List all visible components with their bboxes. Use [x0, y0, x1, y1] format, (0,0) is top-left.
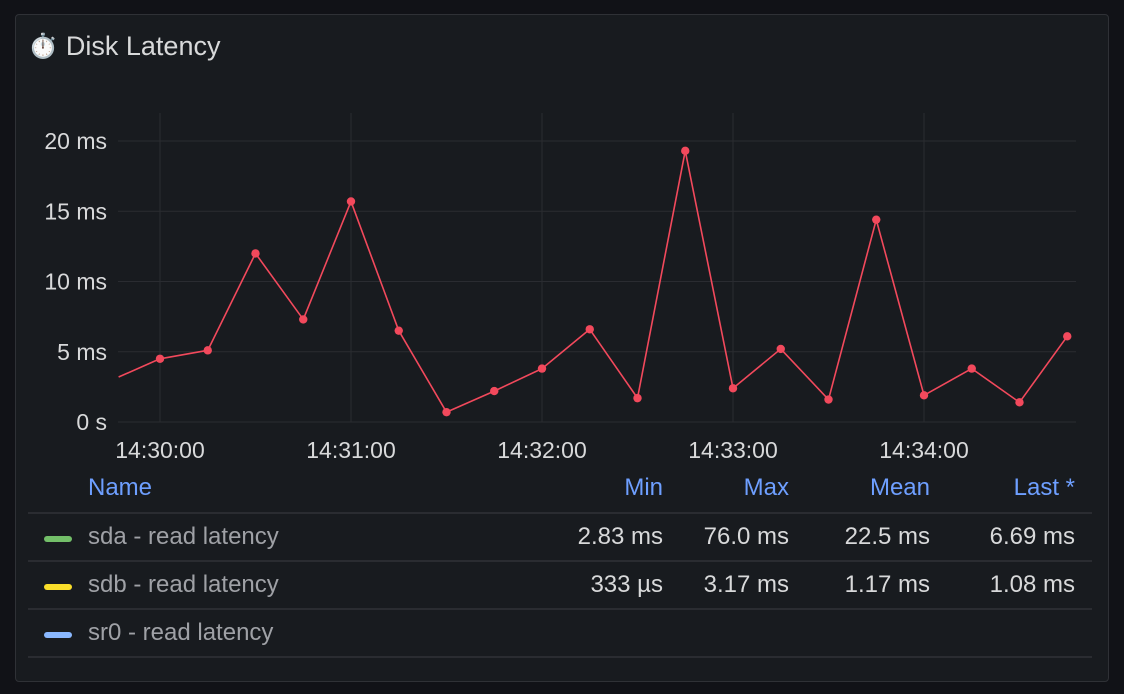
data-point	[872, 215, 881, 224]
legend-header: Name Min Max Mean Last *	[28, 472, 1092, 514]
legend-min-value: 2.83 ms	[577, 523, 663, 550]
data-point	[346, 197, 356, 206]
legend-header-last[interactable]: Last *	[1013, 474, 1075, 501]
data-point	[490, 386, 499, 396]
y-tick-label: 0 s	[76, 409, 107, 435]
data-point	[537, 364, 547, 373]
data-point	[919, 391, 929, 400]
series-color-swatch[interactable]	[44, 536, 72, 542]
y-tick-label: 10 ms	[44, 269, 107, 295]
data-point	[776, 344, 785, 354]
data-point	[299, 315, 308, 324]
legend-max-value: 76.0 ms	[703, 523, 789, 550]
legend-row-sda[interactable]: sda - read latency 2.83 ms 76.0 ms 22.5 …	[28, 514, 1092, 562]
data-point	[824, 395, 833, 404]
y-tick-label: 5 ms	[57, 339, 107, 365]
stopwatch-icon: ⏱️	[28, 32, 58, 60]
x-tick-label: 14:30:00	[115, 437, 205, 463]
panel-header[interactable]: ⏱️ Disk Latency	[28, 31, 220, 62]
series-color-swatch[interactable]	[44, 632, 72, 638]
data-point	[251, 249, 260, 258]
legend-mean-value: 22.5 ms	[844, 523, 930, 550]
x-tick-label: 14:32:00	[497, 437, 587, 463]
legend-mean-value: 1.17 ms	[844, 571, 930, 598]
data-point	[155, 354, 165, 363]
x-tick-label: 14:34:00	[879, 437, 969, 463]
x-tick-label: 14:33:00	[688, 437, 778, 463]
data-point	[681, 146, 690, 156]
latency-chart[interactable]: 0 s 5 ms 10 ms 15 ms 20 ms 14:30:00 14:31:00 14…	[0, 0, 1124, 470]
series-color-swatch[interactable]	[44, 584, 72, 590]
x-tick-label: 14:31:00	[306, 437, 396, 463]
legend-series-name[interactable]: sr0 - read latency	[88, 619, 274, 646]
legend-series-name[interactable]: sdb - read latency	[88, 571, 279, 598]
legend-header-min[interactable]: Min	[624, 474, 663, 501]
legend-row-sdb[interactable]: sdb - read latency 333 µs 3.17 ms 1.17 m…	[28, 562, 1092, 610]
data-point	[442, 407, 451, 417]
panel-title[interactable]: Disk Latency	[65, 31, 221, 61]
legend-header-name[interactable]: Name	[88, 474, 153, 501]
data-point	[203, 346, 212, 355]
y-tick-label: 15 ms	[44, 198, 107, 224]
data-point	[967, 364, 976, 373]
legend-last-value: 1.08 ms	[989, 571, 1075, 598]
legend-row-sr0[interactable]: sr0 - read latency	[28, 610, 1092, 658]
disk-latency-panel: ⏱️ Disk Latency	[15, 14, 1109, 682]
legend-header-mean[interactable]: Mean	[869, 474, 930, 501]
data-point	[1015, 398, 1024, 407]
legend-min-value: 333 µs	[590, 571, 663, 598]
y-tick-label: 20 ms	[44, 128, 107, 154]
legend-series-name[interactable]: sda - read latency	[88, 523, 279, 550]
data-point	[394, 326, 403, 335]
data-point	[1063, 332, 1072, 341]
legend-max-value: 3.17 ms	[703, 571, 789, 598]
legend-header-max[interactable]: Max	[743, 474, 789, 501]
data-point	[633, 393, 642, 403]
legend-last-value: 6.69 ms	[989, 523, 1075, 550]
data-point	[585, 325, 594, 334]
data-point	[728, 384, 738, 393]
